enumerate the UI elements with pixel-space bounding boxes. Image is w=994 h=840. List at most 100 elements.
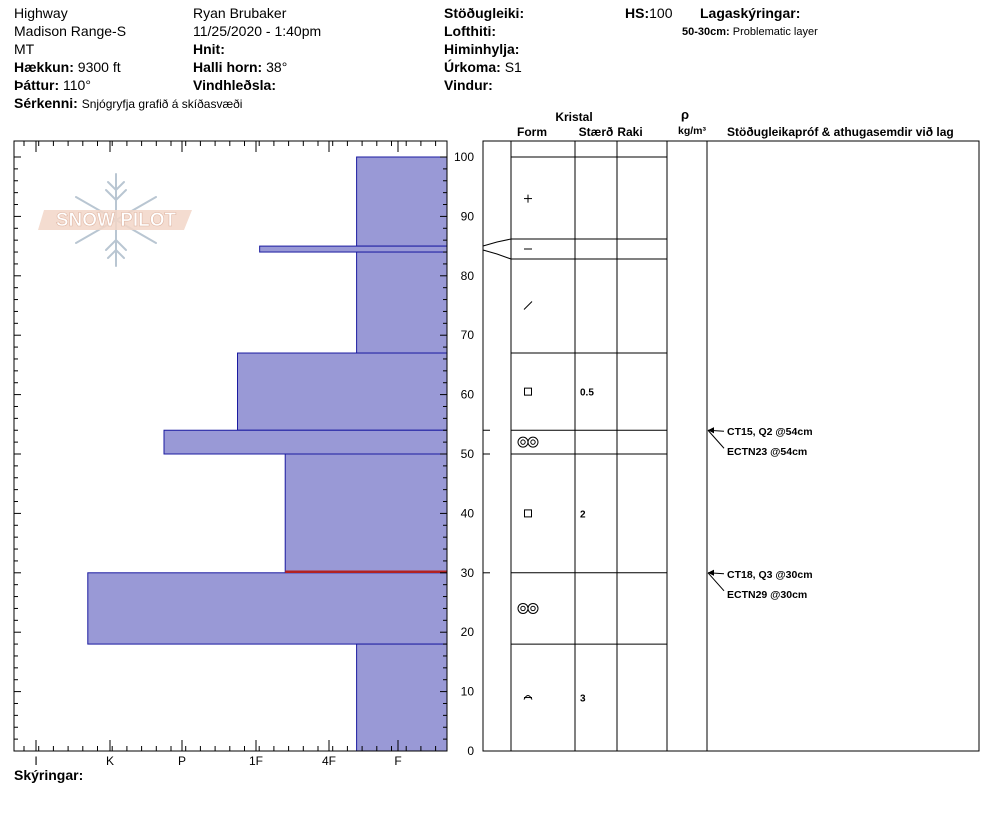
size-header: Stærð <box>579 125 614 139</box>
hs-row: HS:100 <box>625 4 672 22</box>
elevation-row: Hækkun: 9300 ft <box>14 58 121 76</box>
slope-row: Halli horn: 38° <box>193 58 287 76</box>
depth-tick-label: 30 <box>461 566 475 580</box>
stability-label: Stöðugleiki: <box>444 5 525 21</box>
layer-connector <box>482 238 512 247</box>
hardness-profile <box>87 156 448 752</box>
features-value: Snjógryfja grafið á skíðasvæði <box>81 97 243 111</box>
snowpilot-logo: SNOW PILOT <box>38 173 192 267</box>
grain-size-label: 3 <box>580 694 586 705</box>
hardness-plot-frame <box>13 140 448 752</box>
hardness-bar <box>87 572 448 645</box>
stability-test-label: ECTN29 @30cm <box>727 589 807 601</box>
sky-label: Himinhylja: <box>444 41 520 57</box>
cup-grain-icon <box>523 695 533 700</box>
layer-table: Kristal Form Stærð Raki ρ kg/m³ Stöðugle… <box>482 107 980 752</box>
hardness-tick-label: 1F <box>249 754 263 768</box>
precip-value: S1 <box>504 59 522 75</box>
layer-notes-label: Lagaskýringar: <box>700 5 801 21</box>
hs-label: HS: <box>625 5 650 21</box>
slash-grain-icon <box>523 301 533 310</box>
wind-loading-label: Vindhleðsla: <box>193 77 276 93</box>
hardness-bar <box>356 251 448 354</box>
range-name: Madison Range-S <box>14 23 127 39</box>
depth-tick-label: 10 <box>461 685 475 699</box>
air-temp-row: Lofthiti: <box>444 22 496 40</box>
moisture-header: Raki <box>617 125 642 139</box>
stability-test-label: ECTN23 @54cm <box>727 446 807 458</box>
hardness-bar <box>259 245 448 253</box>
square-grain-icon <box>524 387 532 396</box>
grain-size-label: 0.5 <box>580 388 594 399</box>
legend-label: Skýringar: <box>14 767 84 783</box>
coords-row: Hnit: <box>193 40 225 58</box>
precip-label: Úrkoma: <box>444 59 501 75</box>
hardness-tick-label: F <box>394 754 401 768</box>
observer-name: Ryan Brubaker <box>193 5 287 21</box>
precip-row: Úrkoma: S1 <box>444 58 522 76</box>
depth-tick-label: 90 <box>461 209 475 223</box>
elevation-value: 9300 ft <box>77 59 121 75</box>
sky-row: Himinhylja: <box>444 40 519 58</box>
state-name: MT <box>14 41 35 57</box>
layer-notes-title: Lagaskýringar: <box>700 4 800 22</box>
test-pointer <box>707 429 725 449</box>
double-ring-grain-icon <box>517 602 539 614</box>
hardness-bar <box>356 643 448 752</box>
stability-test-label: CT15, Q2 @54cm <box>727 426 813 438</box>
depth-axis: 0 10 20 30 40 50 60 70 80 90 100 <box>14 150 474 758</box>
hardness-axis: I K P 1F 4F F <box>23 141 437 768</box>
hs-value: 100 <box>649 5 673 21</box>
depth-tick-label: 40 <box>461 506 475 520</box>
wind-row: Vindur: <box>444 76 493 94</box>
legend-row: Skýringar: <box>14 766 83 784</box>
elevation-label: Hækkun: <box>14 59 74 75</box>
grain-size-label: 2 <box>580 509 586 520</box>
logo-text: SNOW PILOT <box>56 210 177 231</box>
layer-note-row: 50-30cm: Problematic layer <box>682 23 818 41</box>
tests-header: Stöðugleikapróf & athugasemdir við lag <box>727 125 954 139</box>
arrow-icon <box>708 569 714 576</box>
rho-header: ρ <box>681 107 689 122</box>
slope-value: 38° <box>266 59 288 75</box>
features-label: Sérkenni: <box>14 95 78 111</box>
hardness-tick-label: P <box>178 754 186 768</box>
hardness-tick-label: I <box>34 754 37 768</box>
observation-datetime: 11/25/2020 - 1:40pm <box>193 23 322 39</box>
depth-tick-label: 70 <box>461 328 475 342</box>
layer-table-frame <box>482 140 980 752</box>
double-ring-grain-icon <box>517 436 539 448</box>
hardness-bar <box>284 453 448 574</box>
hardness-bar <box>163 429 448 455</box>
depth-tick-label: 80 <box>461 269 475 283</box>
density-header: kg/m³ <box>678 125 707 137</box>
precipitation-plus-grain-icon <box>524 194 532 203</box>
test-pointer <box>707 572 725 592</box>
stability-row: Stöðugleiki: <box>444 4 524 22</box>
aspect-row: Þáttur: 110° <box>14 76 91 94</box>
depth-tick-label: 20 <box>461 625 475 639</box>
depth-tick-label: 50 <box>461 447 475 461</box>
depth-tick-label: 0 <box>467 744 474 758</box>
depth-tick-label: 60 <box>461 388 475 402</box>
hardness-bar <box>237 352 448 431</box>
wind-label: Vindur: <box>444 77 493 93</box>
slope-label: Halli horn: <box>193 59 263 75</box>
aspect-value: 110° <box>63 77 91 93</box>
hardness-bar <box>356 156 448 247</box>
depth-tick-label: 100 <box>454 150 474 164</box>
hardness-tick-label: K <box>106 754 114 768</box>
features-row: Sérkenni: Snjógryfja grafið á skíðasvæði <box>14 94 242 113</box>
coords-label: Hnit: <box>193 41 225 57</box>
stability-test-label: CT18, Q3 @30cm <box>727 569 813 581</box>
crystal-header: Kristal <box>555 110 592 124</box>
air-temp-label: Lofthiti: <box>444 23 497 39</box>
aspect-label: Þáttur: <box>14 77 60 93</box>
location-name: Highway <box>14 5 68 21</box>
layer-note-text: Problematic layer <box>732 26 818 38</box>
square-grain-icon <box>524 509 532 518</box>
arrow-icon <box>708 427 714 434</box>
layer-connector <box>482 249 512 260</box>
wind-loading-row: Vindhleðsla: <box>193 76 276 94</box>
form-header: Form <box>517 125 547 139</box>
